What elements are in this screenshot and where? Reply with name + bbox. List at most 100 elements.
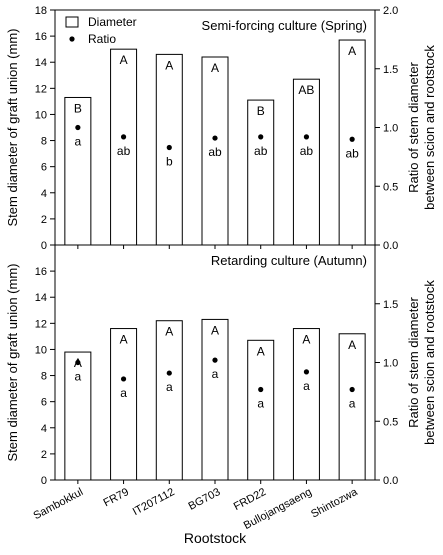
y-tick-label: 10 bbox=[35, 109, 47, 121]
diameter-letter: A bbox=[165, 325, 173, 339]
bar-BG703 bbox=[201, 56, 229, 246]
ratio-point-FR79 bbox=[120, 376, 127, 382]
ratio-letter: a bbox=[349, 397, 356, 411]
ratio-point-Sambokkul bbox=[75, 124, 81, 131]
x-tick-label: FR79 bbox=[102, 486, 131, 509]
y-tick-label: 14 bbox=[35, 292, 47, 304]
ratio-letter: a bbox=[75, 135, 82, 149]
y2-tick-label: 0.5 bbox=[383, 181, 398, 193]
diameter-letter: A bbox=[211, 323, 219, 337]
ratio-point-Sambokkul bbox=[75, 359, 81, 366]
legend-diameter-label: Diameter bbox=[88, 15, 137, 29]
ratio-letter: a bbox=[75, 370, 82, 384]
bar-FR79 bbox=[110, 328, 138, 481]
ratio-point-FRD22 bbox=[258, 134, 264, 140]
ratio-letter: ab bbox=[300, 144, 314, 158]
x-tick-label: BG703 bbox=[187, 486, 223, 513]
y-tick-label: 8 bbox=[41, 371, 47, 383]
ratio-letter: b bbox=[166, 154, 173, 168]
ratio-letter: a bbox=[212, 367, 219, 381]
ratio-letter: a bbox=[166, 380, 173, 394]
legend-ratio-marker bbox=[69, 36, 75, 42]
y-tick-label: 4 bbox=[41, 423, 47, 435]
ratio-point-Bullojangsaeng bbox=[303, 134, 310, 140]
y2-tick-label: 0.5 bbox=[383, 416, 398, 428]
bar-Shintozwa bbox=[338, 39, 366, 246]
ratio-letter: ab bbox=[254, 144, 268, 158]
panel-title: Semi-forcing culture (Spring) bbox=[202, 18, 367, 33]
y-tick-label: 12 bbox=[35, 83, 47, 95]
y-tick-label: 18 bbox=[35, 5, 47, 17]
ratio-point-Bullojangsaeng bbox=[303, 369, 310, 375]
y-tick-label: 2 bbox=[41, 214, 47, 226]
ratio-point-FRD22 bbox=[258, 386, 264, 393]
ratio-point-BG703 bbox=[212, 357, 218, 363]
ratio-letter: ab bbox=[345, 146, 359, 160]
bar-FRD22 bbox=[247, 99, 275, 246]
y-tick-label: 8 bbox=[41, 136, 47, 148]
bar-BG703 bbox=[201, 318, 229, 481]
y-tick-label: 10 bbox=[35, 344, 47, 356]
y-tick-label: 0 bbox=[41, 240, 47, 252]
diameter-letter: A bbox=[120, 53, 128, 67]
y2-tick-label: 1.5 bbox=[383, 64, 398, 76]
x-tick-label: IT207112 bbox=[131, 486, 177, 518]
y2-axis-label-line2: between scion and rootstock bbox=[422, 45, 437, 210]
diameter-letter: A bbox=[348, 44, 356, 58]
diameter-letter: B bbox=[257, 104, 265, 118]
y2-tick-label: 1.5 bbox=[383, 299, 398, 311]
panel-title: Retarding culture (Autumn) bbox=[211, 253, 367, 268]
ratio-letter: a bbox=[257, 397, 264, 411]
ratio-letter: a bbox=[120, 386, 127, 400]
y2-tick-label: 0.0 bbox=[383, 240, 398, 252]
ratio-point-FR79 bbox=[120, 134, 127, 140]
ratio-letter: a bbox=[303, 379, 310, 393]
ratio-point-IT207112 bbox=[166, 144, 172, 151]
diameter-letter: A bbox=[165, 58, 173, 72]
legend-diameter-swatch bbox=[65, 16, 79, 28]
y2-tick-label: 1.0 bbox=[383, 358, 398, 370]
y2-tick-label: 2.0 bbox=[383, 5, 398, 17]
y-tick-label: 6 bbox=[41, 162, 47, 174]
bar-IT207112 bbox=[155, 320, 183, 481]
diameter-letter: AB bbox=[298, 83, 314, 97]
x-tick-label: Shintozwa bbox=[309, 486, 360, 521]
bar-Sambokkul bbox=[64, 351, 92, 481]
ratio-point-Shintozwa bbox=[349, 386, 355, 393]
y-tick-label: 4 bbox=[41, 188, 47, 200]
x-tick-label: FRD22 bbox=[232, 486, 268, 513]
diameter-letter: A bbox=[120, 333, 128, 347]
ratio-letter: ab bbox=[208, 145, 222, 159]
y2-axis-label-line1: Ratio of stem diameter bbox=[406, 296, 421, 427]
y2-tick-label: 1.0 bbox=[383, 123, 398, 135]
y-tick-label: 6 bbox=[41, 397, 47, 409]
y-tick-label: 2 bbox=[41, 449, 47, 461]
ratio-point-IT207112 bbox=[166, 370, 172, 376]
ratio-point-BG703 bbox=[212, 135, 218, 141]
bar-FRD22 bbox=[247, 339, 275, 481]
ratio-letter: ab bbox=[117, 144, 131, 158]
y-axis-label: Stem diameter of graft union (mm) bbox=[5, 29, 20, 227]
diameter-letter: A bbox=[257, 344, 265, 358]
bar-Sambokkul bbox=[64, 96, 92, 246]
y-tick-label: 14 bbox=[35, 57, 47, 69]
y-tick-label: 0 bbox=[41, 475, 47, 487]
y2-axis-label-line1: Ratio of stem diameter bbox=[406, 61, 421, 192]
diameter-letter: B bbox=[74, 101, 82, 115]
y2-axis-label-line2: between scion and rootstock bbox=[422, 280, 437, 445]
bar-Shintozwa bbox=[338, 333, 366, 481]
diameter-letter: A bbox=[302, 333, 310, 347]
diameter-letter: A bbox=[211, 61, 219, 75]
ratio-point-Shintozwa bbox=[349, 136, 355, 142]
bar-Bullojangsaeng bbox=[292, 328, 320, 481]
x-tick-label: Sambokkul bbox=[32, 486, 86, 522]
bar-FR79 bbox=[110, 48, 138, 246]
y-axis-label: Stem diameter of graft union (mm) bbox=[5, 264, 20, 462]
y-tick-label: 12 bbox=[35, 318, 47, 330]
bar-Bullojangsaeng bbox=[292, 78, 320, 246]
diameter-letter: A bbox=[348, 338, 356, 352]
y2-tick-label: 0.0 bbox=[383, 475, 398, 487]
legend-ratio-label: Ratio bbox=[88, 32, 116, 46]
